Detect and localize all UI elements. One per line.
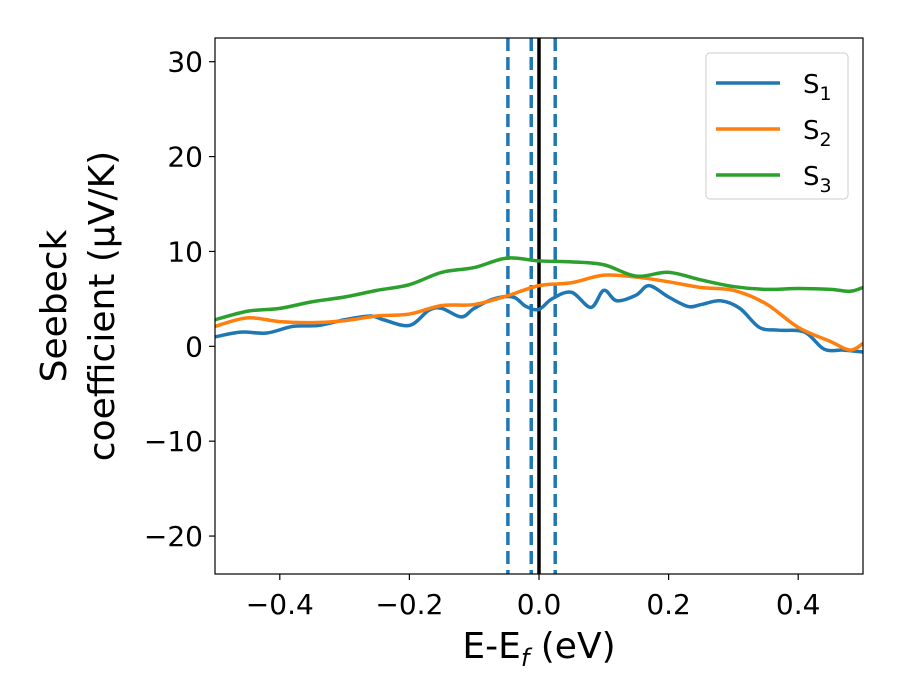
- x-tick-label: −0.2: [375, 588, 443, 621]
- series-lines: [215, 256, 863, 354]
- x-tick-label: 0.2: [646, 588, 691, 621]
- y-axis-label: Seebeck coefficient (μV/K): [34, 151, 123, 461]
- y-tick-label: −10: [144, 425, 203, 458]
- x-tick-label: −0.4: [246, 588, 314, 621]
- series-line-s2: [215, 273, 863, 352]
- x-axis-ticks: −0.4 −0.2 0.0 0.2 0.4: [246, 574, 821, 621]
- y-tick-label: 0: [185, 330, 203, 363]
- y-tick-label: −20: [144, 520, 203, 553]
- x-tick-label: 0.4: [776, 588, 821, 621]
- legend-box: [705, 52, 849, 200]
- x-axis-label: E-Ef (eV): [462, 626, 615, 672]
- reference-lines: [506, 38, 557, 574]
- legend-label-s3: S3: [803, 162, 832, 197]
- y-tick-label: 20: [167, 141, 203, 174]
- x-axis-label-unit: (eV): [529, 626, 615, 667]
- legend-label-s2: S2: [803, 116, 832, 151]
- y-axis-ticks: −20 −10 0 10 20 30: [144, 46, 215, 553]
- legend-label-s1: S1: [803, 70, 832, 105]
- series-line-s3: [215, 256, 863, 322]
- y-axis-label-line1: Seebeck: [34, 229, 75, 382]
- x-axis-label-main: E-E: [462, 626, 520, 667]
- x-tick-label: 0.0: [517, 588, 562, 621]
- y-tick-label: 10: [167, 235, 203, 268]
- y-tick-label: 30: [167, 46, 203, 79]
- legend: S1 S2 S3: [705, 52, 849, 200]
- y-axis-label-line2: coefficient (μV/K): [82, 151, 123, 461]
